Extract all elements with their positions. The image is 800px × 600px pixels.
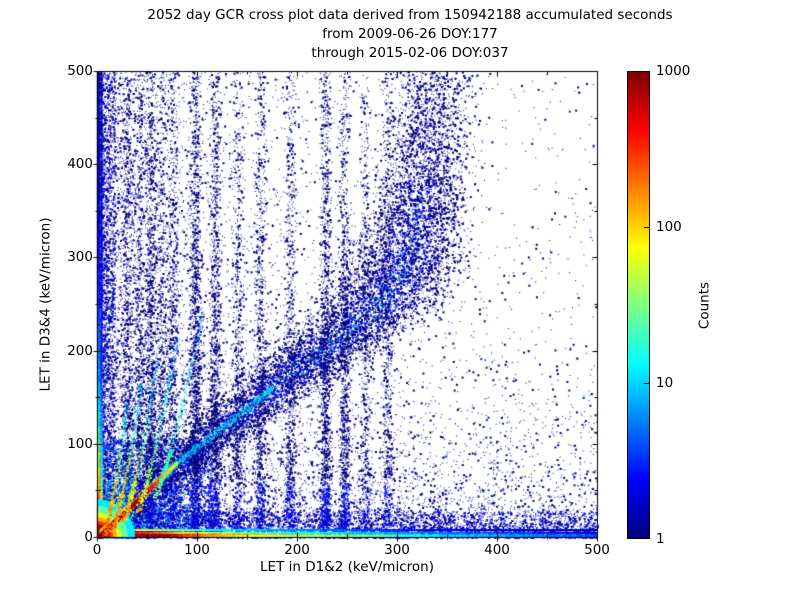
y-tick-label-300: 300 <box>67 249 93 266</box>
x-tick-label-300: 300 <box>384 542 410 558</box>
title-line-3: through 2015-02-06 DOY:037 <box>311 45 509 61</box>
x-tick-label-0: 0 <box>92 542 102 558</box>
colorbar-tickmark-10 <box>644 383 649 384</box>
title-line-1: 2052 day GCR cross plot data derived fro… <box>147 7 673 23</box>
y-axis-label: LET in D3&4 (keV/micron) <box>37 217 54 392</box>
y-tick-label-400: 400 <box>67 156 93 173</box>
colorbar-tickmark-100 <box>644 227 649 228</box>
colorbar-gradient <box>627 71 650 539</box>
x-tick-label-200: 200 <box>284 542 310 558</box>
plot-title: 2052 day GCR cross plot data derived fro… <box>20 6 800 63</box>
x-axis-label: LET in D1&2 (keV/micron) <box>260 559 434 575</box>
y-tick-label-100: 100 <box>67 435 93 452</box>
y-tick-label-0: 0 <box>84 529 93 545</box>
x-tick-label-500: 500 <box>584 542 610 558</box>
colorbar-tick-label-1000: 1000 <box>656 63 691 79</box>
x-tick-label-100: 100 <box>184 542 210 558</box>
y-tick-label-500: 500 <box>67 63 93 79</box>
y-tick-label-200: 200 <box>67 342 93 359</box>
scatter-heatmap-canvas <box>91 65 603 543</box>
colorbar-tick-label-100: 100 <box>656 219 682 235</box>
x-tick-label-400: 400 <box>484 542 510 558</box>
colorbar-tick-label-1: 1 <box>656 531 665 547</box>
title-line-2: from 2009-06-26 DOY:177 <box>322 26 498 42</box>
colorbar-tick-label-10: 10 <box>656 375 674 391</box>
